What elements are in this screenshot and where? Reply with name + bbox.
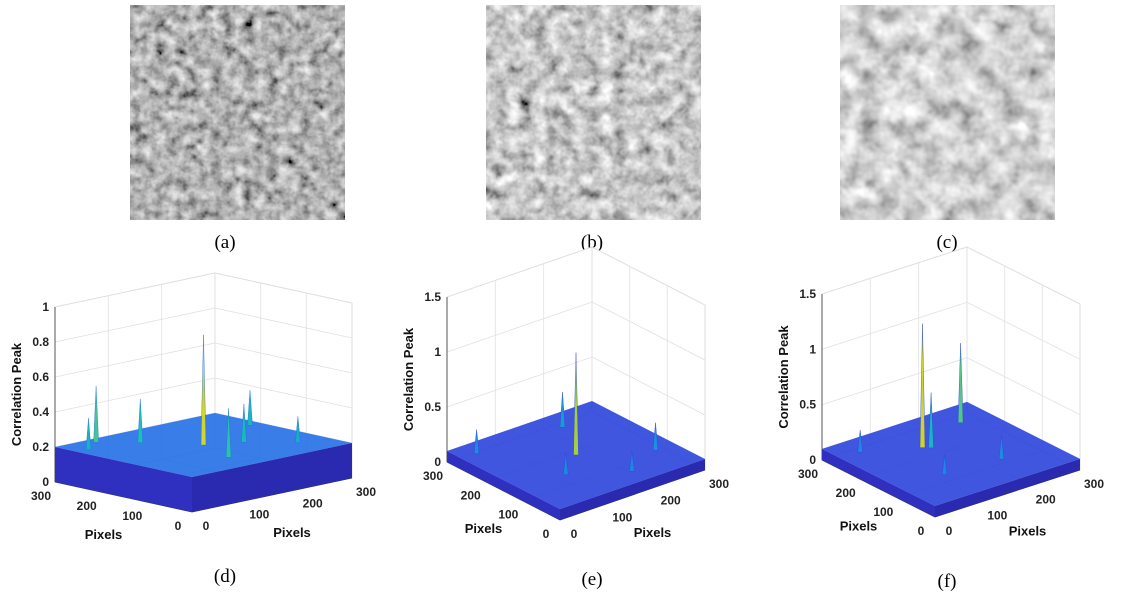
z-tick-label: 0.8 [32, 335, 49, 349]
peak [652, 422, 659, 451]
x-tick-label: 200 [1036, 493, 1056, 507]
z-tick-label: 1 [42, 300, 49, 314]
z-tick-label: 1 [809, 342, 816, 356]
x-axis-label: Pixels [1009, 524, 1047, 539]
x-tick-label: 100 [987, 508, 1007, 522]
peak [85, 418, 92, 450]
y-tick-label: 100 [498, 508, 518, 522]
z-tick-label: 1.5 [799, 287, 816, 301]
x-tick-label: 200 [661, 494, 681, 508]
peak [247, 390, 253, 426]
surface-side [447, 451, 560, 520]
y-tick-label: 0 [918, 524, 925, 538]
z-tick-label: 0 [42, 475, 49, 489]
peak [629, 451, 635, 472]
x-tick-label: 200 [303, 496, 323, 510]
chart-caption: (d) [214, 566, 236, 587]
chart-caption: (f) [938, 571, 957, 592]
surface-side [560, 459, 705, 520]
surface-floor [822, 401, 1080, 506]
peak [200, 334, 207, 446]
y-tick-label: 0 [175, 519, 182, 533]
x-tick-label: 300 [1084, 477, 1104, 491]
z-axis-label: Correlation Peak [776, 325, 791, 429]
peak [919, 323, 926, 448]
image-caption: (a) [214, 232, 235, 253]
peak [93, 386, 99, 443]
x-tick-label: 100 [249, 508, 269, 522]
z-tick-label: 0.2 [32, 440, 49, 454]
x-tick-label: 100 [612, 510, 632, 524]
speckle-image [486, 5, 701, 220]
x-tick-label: 300 [356, 485, 376, 499]
speckle-image [130, 5, 345, 220]
y-axis-label: Pixels [465, 521, 503, 536]
peak [241, 403, 247, 443]
y-tick-label: 100 [873, 505, 893, 519]
surface-side [55, 447, 192, 512]
z-tick-label: 0 [434, 455, 441, 469]
x-tick-label: 0 [946, 524, 953, 538]
peak [225, 408, 232, 458]
y-tick-label: 200 [461, 488, 481, 502]
surface-side [822, 448, 935, 517]
z-tick-label: 0.4 [32, 405, 49, 419]
peak [957, 343, 964, 423]
z-tick-label: 1 [434, 345, 441, 359]
y-axis-label: Pixels [840, 519, 878, 534]
peak [563, 452, 569, 475]
y-tick-label: 300 [423, 469, 443, 483]
peak [573, 352, 579, 456]
peak [559, 392, 566, 428]
y-tick-label: 100 [122, 509, 142, 523]
y-tick-label: 200 [77, 499, 97, 513]
y-tick-label: 300 [31, 489, 51, 503]
peak [928, 392, 934, 449]
x-axis-label: Pixels [273, 525, 311, 540]
peak [857, 429, 863, 453]
y-tick-label: 200 [836, 486, 856, 500]
y-tick-label: 0 [543, 527, 550, 541]
x-tick-label: 300 [709, 477, 729, 491]
surface-side [935, 458, 1080, 517]
image-caption: (c) [936, 232, 957, 253]
x-axis-label: Pixels [634, 525, 672, 540]
z-tick-label: 0.5 [799, 398, 816, 412]
z-tick-label: 0.5 [424, 400, 441, 414]
chart-caption: (e) [581, 569, 602, 590]
z-axis-label: Correlation Peak [9, 342, 24, 446]
peak [998, 435, 1005, 460]
peak [473, 429, 480, 454]
speckle-image [840, 5, 1055, 220]
z-axis-label: Correlation Peak [401, 327, 416, 431]
surface-side [192, 443, 352, 512]
y-tick-label: 300 [798, 467, 818, 481]
x-tick-label: 0 [203, 519, 210, 533]
z-tick-label: 0.6 [32, 370, 49, 384]
image-caption: (b) [581, 232, 603, 253]
x-tick-label: 0 [571, 527, 578, 541]
z-tick-label: 1.5 [424, 290, 441, 304]
peak [137, 398, 144, 443]
z-tick-label: 0 [809, 453, 816, 467]
peak [941, 454, 948, 475]
y-axis-label: Pixels [85, 527, 123, 542]
peak [295, 416, 301, 443]
